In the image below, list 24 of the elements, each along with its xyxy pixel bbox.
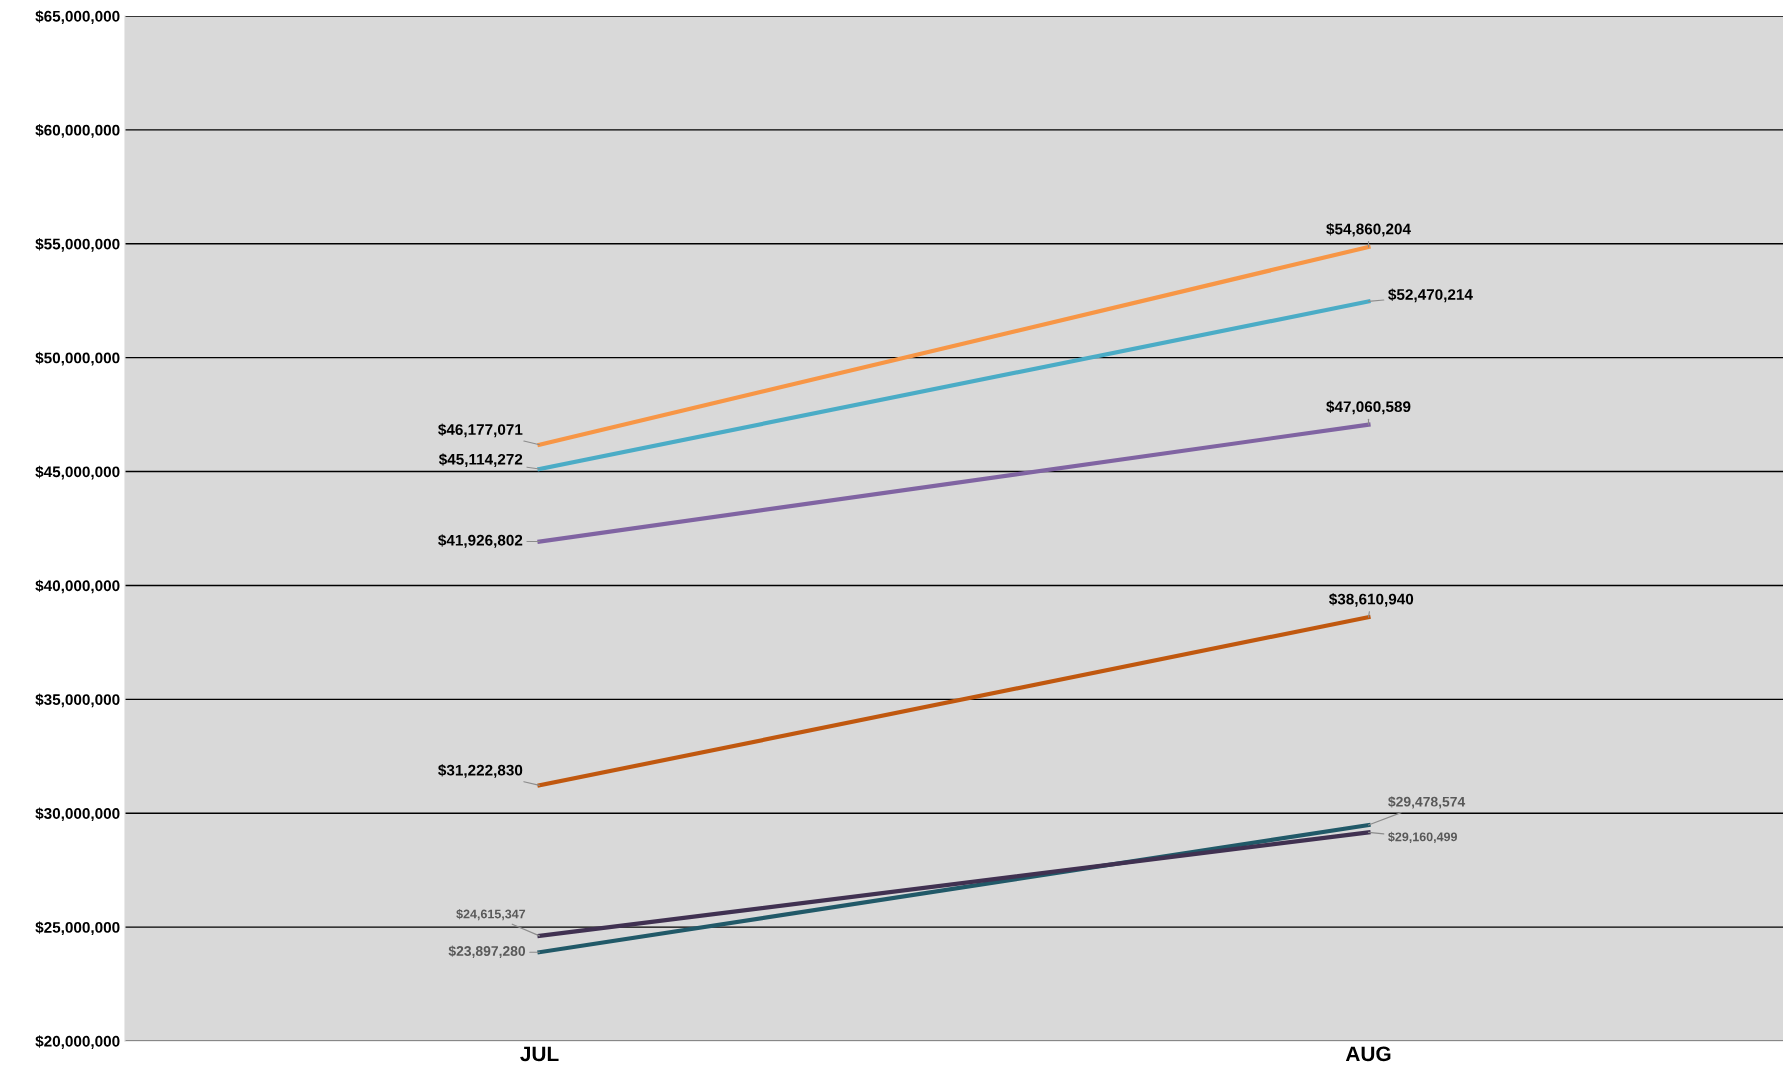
y-tick-label: $60,000,000 xyxy=(35,124,120,138)
data-label: $23,897,280 xyxy=(448,945,526,958)
data-label: $52,470,214 xyxy=(1388,288,1473,303)
y-tick-label: $55,000,000 xyxy=(35,237,120,252)
data-label: $41,926,802 xyxy=(438,534,523,548)
y-tick-label: $30,000,000 xyxy=(35,807,120,822)
data-label: $46,177,071 xyxy=(438,423,523,438)
y-tick-label: $40,000,000 xyxy=(35,579,120,594)
x-tick-label: AUG xyxy=(1345,1046,1391,1062)
y-tick-label: $20,000,000 xyxy=(35,1035,120,1049)
y-tick-label: $65,000,000 xyxy=(35,10,120,24)
y-tick-label: $50,000,000 xyxy=(35,351,120,366)
data-label: $24,615,347 xyxy=(456,908,526,921)
data-label: $45,114,272 xyxy=(438,453,523,467)
x-tick-label: JUL xyxy=(520,1046,559,1062)
y-tick-label: $45,000,000 xyxy=(35,465,120,480)
data-label: $38,610,940 xyxy=(1329,593,1414,607)
data-label: $29,478,574 xyxy=(1388,796,1466,809)
data-label: $29,160,499 xyxy=(1388,831,1457,844)
data-label: $31,222,830 xyxy=(438,764,523,778)
y-tick-label: $35,000,000 xyxy=(35,693,120,708)
data-label: $54,860,204 xyxy=(1326,222,1411,237)
data-label: $47,060,589 xyxy=(1326,400,1411,415)
y-tick-label: $25,000,000 xyxy=(35,921,120,936)
